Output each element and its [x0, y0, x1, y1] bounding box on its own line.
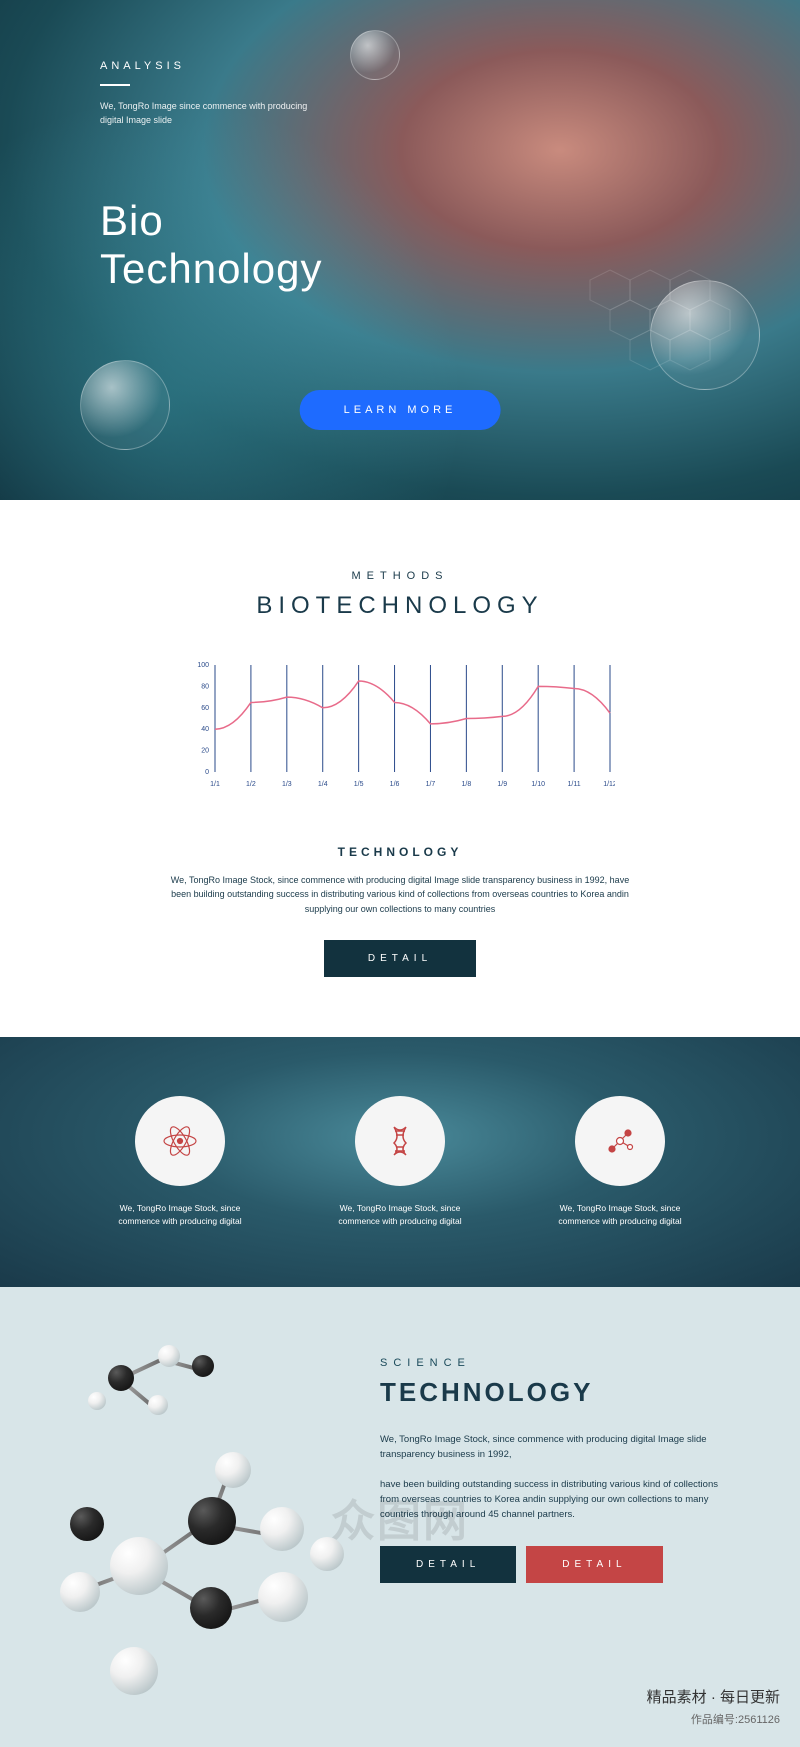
science-detail-button-1[interactable]: DETAIL — [380, 1546, 516, 1583]
watermark-line2: 作品编号:2561126 — [647, 1711, 780, 1727]
detail-button[interactable]: DETAIL — [324, 940, 476, 977]
technology-label: TECHNOLOGY — [80, 845, 720, 859]
feature-atom: We, TongRo Image Stock, since commence w… — [100, 1096, 260, 1228]
svg-text:80: 80 — [201, 683, 209, 690]
svg-text:1/9: 1/9 — [497, 781, 507, 788]
methods-title: BIOTECHNOLOGY — [80, 592, 720, 620]
atom-icon — [135, 1096, 225, 1186]
learn-more-button[interactable]: LEARN MORE — [300, 390, 501, 430]
hero-subtitle: We, TongRo Image since commence with pro… — [100, 100, 310, 127]
svg-text:100: 100 — [197, 662, 209, 669]
svg-text:40: 40 — [201, 726, 209, 733]
feature-text: We, TongRo Image Stock, since commence w… — [320, 1202, 480, 1228]
svg-text:1/2: 1/2 — [246, 781, 256, 788]
svg-text:1/3: 1/3 — [282, 781, 292, 788]
svg-text:1/5: 1/5 — [354, 781, 364, 788]
watermark: 精品素材 · 每日更新 作品编号:2561126 — [647, 1686, 780, 1727]
svg-text:1/6: 1/6 — [390, 781, 400, 788]
science-eyebrow: SCIENCE — [380, 1357, 740, 1369]
features-section: We, TongRo Image Stock, since commence w… — [0, 1037, 800, 1287]
science-body: We, TongRo Image Stock, since commence w… — [380, 1432, 720, 1522]
hero-underline — [100, 84, 130, 86]
hero-eyebrow: ANALYSIS — [100, 60, 700, 72]
watermark-line1: 精品素材 · 每日更新 — [647, 1686, 780, 1707]
svg-text:0: 0 — [205, 769, 209, 776]
hero-section: ANALYSIS We, TongRo Image since commence… — [0, 0, 800, 500]
hero-title: BioTechnology — [100, 197, 700, 294]
svg-text:1/1: 1/1 — [210, 781, 220, 788]
methods-section: METHODS BIOTECHNOLOGY 1/1 1/2 1/3 1/4 1/5 1/6… — [0, 500, 800, 1037]
svg-text:20: 20 — [201, 748, 209, 755]
svg-text:1/7: 1/7 — [426, 781, 436, 788]
methods-body: We, TongRo Image Stock, since commence w… — [160, 873, 640, 916]
feature-text: We, TongRo Image Stock, since commence w… — [100, 1202, 260, 1228]
science-title: TECHNOLOGY — [380, 1377, 740, 1408]
svg-text:1/8: 1/8 — [461, 781, 471, 788]
svg-text:1/11: 1/11 — [568, 781, 581, 788]
feature-molecule: We, TongRo Image Stock, since commence w… — [540, 1096, 700, 1228]
svg-text:1/4: 1/4 — [318, 781, 328, 788]
dna-icon — [355, 1096, 445, 1186]
methods-chart: 1/1 1/2 1/3 1/4 1/5 1/6 1/7 1/8 1/9 1/10 1/11 1/12 0… — [185, 660, 615, 815]
svg-text:1/12: 1/12 — [603, 781, 615, 788]
molecule-icon — [575, 1096, 665, 1186]
molecule-graphic — [60, 1337, 360, 1687]
feature-dna: We, TongRo Image Stock, since commence w… — [320, 1096, 480, 1228]
svg-text:60: 60 — [201, 705, 209, 712]
science-detail-button-2[interactable]: DETAIL — [526, 1546, 662, 1583]
methods-eyebrow: METHODS — [80, 570, 720, 582]
svg-text:1/10: 1/10 — [531, 781, 545, 788]
feature-text: We, TongRo Image Stock, since commence w… — [540, 1202, 700, 1228]
science-section: 众图网 SCIENCE TECHNOLOGY We, TongRo Image … — [0, 1287, 800, 1747]
